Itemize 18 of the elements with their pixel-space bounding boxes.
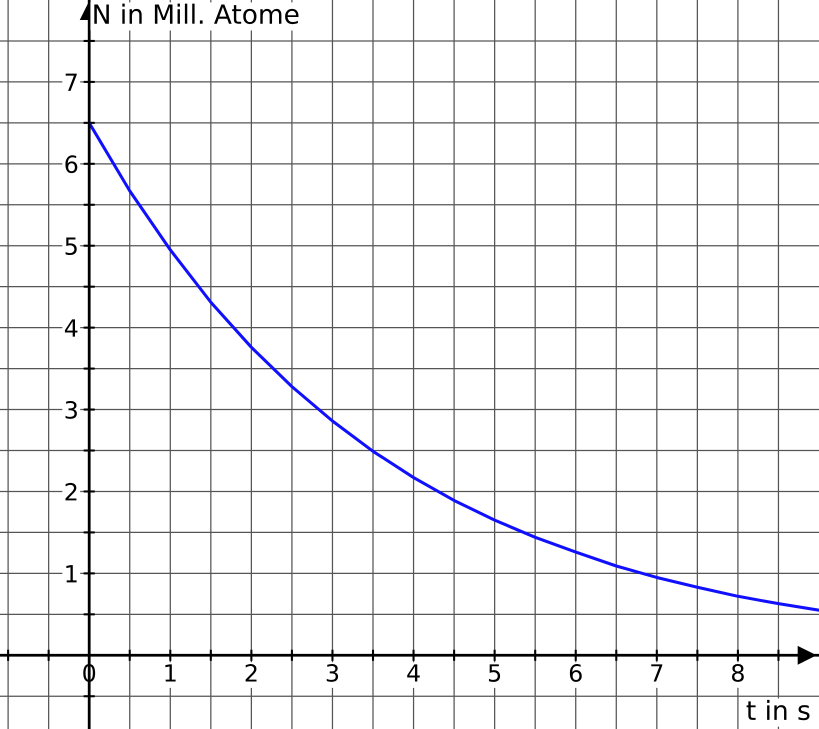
y-tick-label: 7 — [66, 74, 77, 91]
x-axis-title: t in s — [746, 700, 810, 720]
y-tick-label: 4 — [64, 319, 78, 337]
x-tick-label: 4 — [407, 664, 420, 682]
x-tick-label: 7 — [651, 664, 662, 682]
x-tick-label: 6 — [570, 664, 582, 682]
line-series — [88, 121, 819, 612]
y-tick-label: 3 — [66, 400, 77, 419]
x-tick-label: 1 — [165, 664, 176, 682]
y-tick-label: 2 — [65, 482, 76, 500]
x-tick-label: 5 — [488, 664, 500, 682]
x-tick-label: 8 — [732, 664, 744, 682]
y-tick-label: 1 — [66, 565, 77, 582]
y-axis-title: N in Mill. Atome — [94, 4, 298, 24]
y-tick-label: 6 — [65, 155, 78, 174]
x-tick-label: 2 — [246, 664, 257, 682]
x-tick-label: 3 — [326, 664, 338, 682]
y-tick-label: 5 — [66, 237, 77, 256]
